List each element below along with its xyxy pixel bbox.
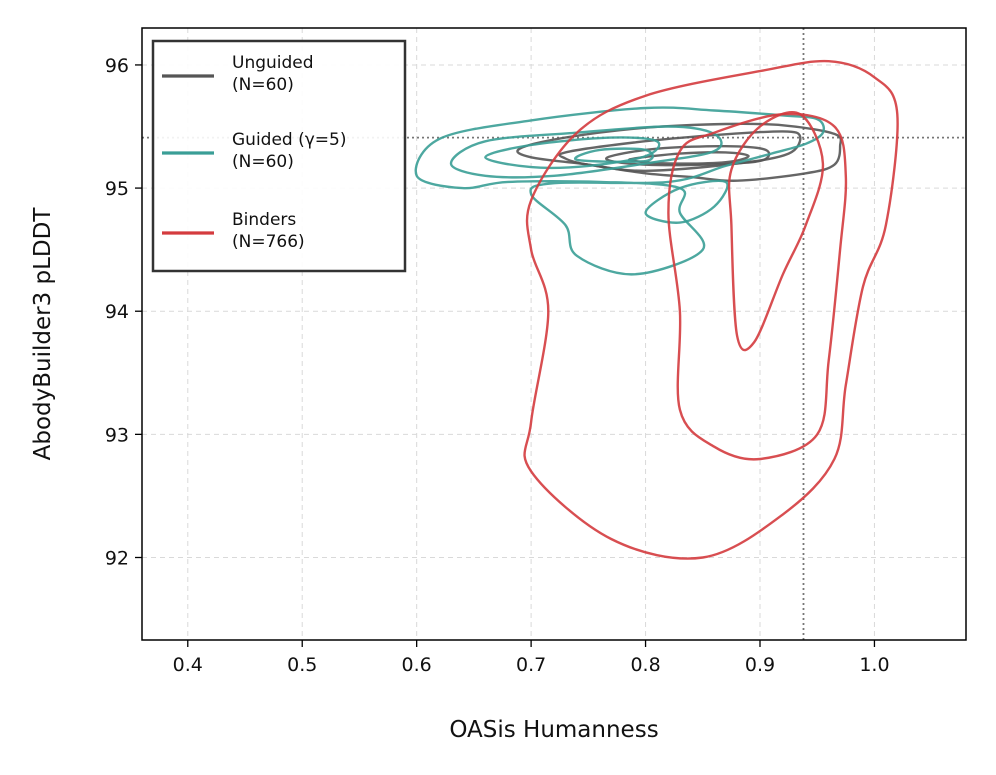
contour-plot xyxy=(414,59,899,560)
y-tick-label: 96 xyxy=(105,55,129,77)
reference-lines xyxy=(142,28,966,640)
contour-binders-3 xyxy=(727,111,825,352)
contour-guided-5-2 xyxy=(449,125,723,179)
x-tick-label: 1.0 xyxy=(859,654,889,676)
axis-ticks: 0.4 0.5 0.6 0.7 0.8 0.9 1.0 92 93 94 95 96 xyxy=(105,55,890,676)
x-tick-label: 0.6 xyxy=(402,654,432,676)
contour-guided-5-3 xyxy=(484,136,661,170)
y-tick-label: 95 xyxy=(105,178,129,200)
series-binders xyxy=(523,59,899,560)
legend-label-guided-5: Guided (γ=5) xyxy=(232,130,347,150)
legend-label-unguided: Unguided xyxy=(232,53,314,73)
y-axis-label: AbodyBuilder3 pLDDT xyxy=(30,207,56,461)
contour-unguided-2 xyxy=(558,130,802,173)
x-tick-label: 0.5 xyxy=(287,654,317,676)
x-tick-label: 0.7 xyxy=(516,654,546,676)
y-tick-label: 93 xyxy=(105,424,129,446)
legend: Unguided(N=60)Guided (γ=5)(N=60)Binders(… xyxy=(151,39,407,273)
contour-guided-5-5 xyxy=(644,179,729,224)
contour-binders-2 xyxy=(667,112,848,461)
contour-guided-5-4 xyxy=(574,147,654,163)
y-tick-label: 94 xyxy=(105,301,129,323)
x-tick-label: 0.9 xyxy=(745,654,775,676)
legend-count-guided-5: (N=60) xyxy=(232,152,294,172)
x-tick-label: 0.4 xyxy=(173,654,203,676)
x-tick-label: 0.8 xyxy=(630,654,660,676)
x-axis-label: OASis Humanness xyxy=(449,717,658,743)
legend-label-binders: Binders xyxy=(232,210,296,230)
plot-frame xyxy=(141,27,967,641)
legend-count-binders: (N=766) xyxy=(232,232,305,252)
y-tick-label: 92 xyxy=(105,547,129,569)
contour-binders-1 xyxy=(523,59,899,560)
legend-count-unguided: (N=60) xyxy=(232,75,294,95)
series-guided-5 xyxy=(414,106,825,276)
contour-guided-5-1 xyxy=(414,106,825,276)
